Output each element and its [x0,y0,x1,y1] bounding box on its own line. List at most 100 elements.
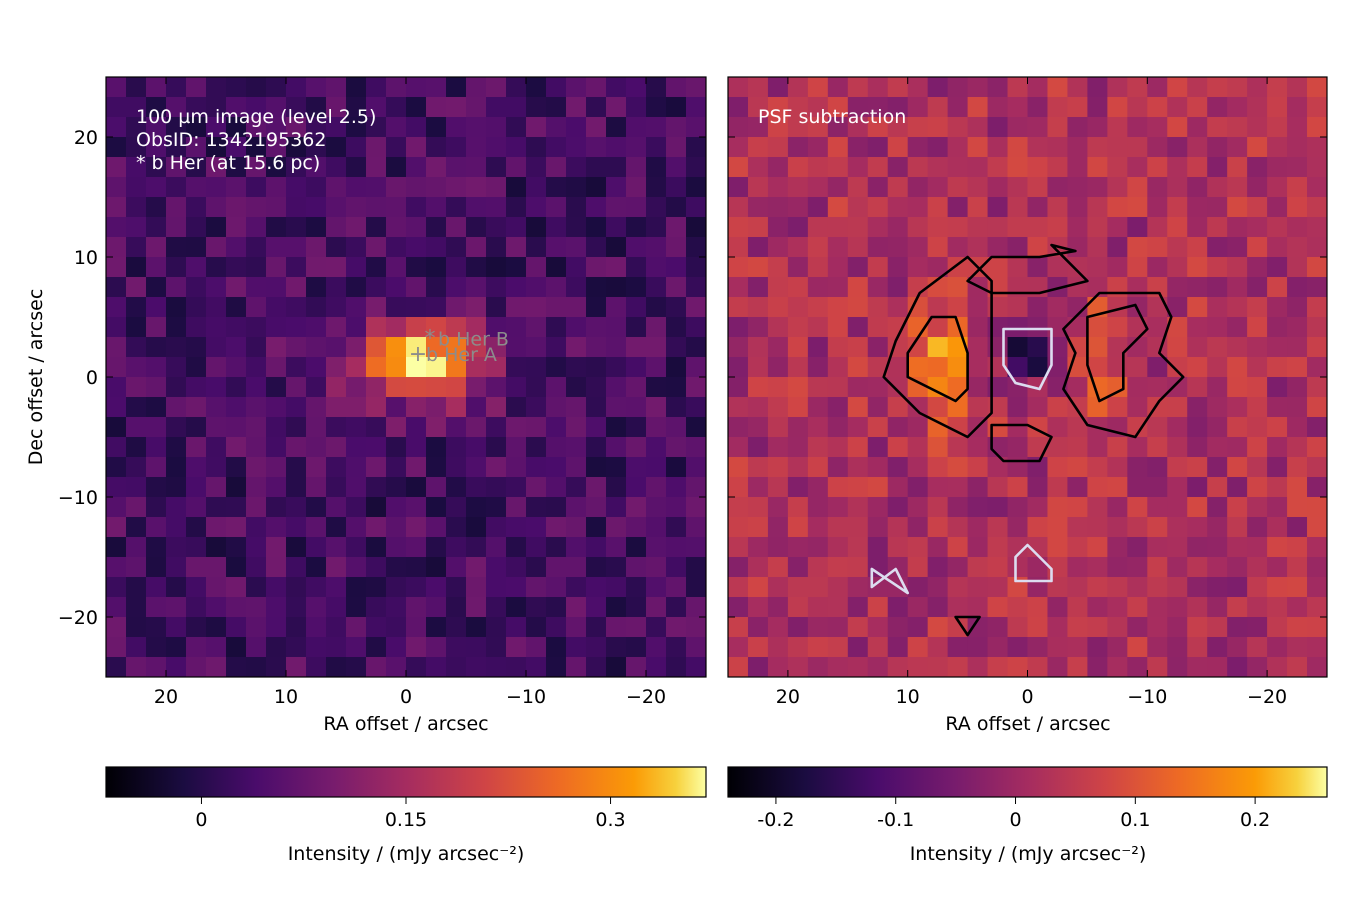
heatmap-cell [426,117,447,138]
heatmap-cell [1107,657,1128,677]
heatmap-cell [186,137,207,158]
heatmap-cell [1227,457,1248,478]
heatmap-cell [666,177,687,198]
heatmap-cell [406,397,427,418]
heatmap-cell [226,157,247,178]
heatmap-cell [1227,237,1248,258]
heatmap-cell [867,317,889,338]
heatmap-cell [506,157,527,178]
heatmap-cell [728,397,749,418]
heatmap-cell [1087,77,1108,98]
heatmap-cell [947,277,969,298]
heatmap-cell [146,297,167,318]
heatmap-cell [506,457,527,478]
heatmap-cell [907,417,929,438]
heatmap-cell [446,557,467,578]
heatmap-cell [1287,97,1308,118]
heatmap-cell [1027,277,1049,298]
heatmap-cell [546,377,567,398]
heatmap-cell [226,577,247,598]
heatmap-cell [847,237,869,258]
heatmap-cell [426,97,447,118]
heatmap-cell [586,497,607,518]
heatmap-cell [847,477,869,498]
heatmap-cell [326,257,347,278]
heatmap-cell [767,537,789,558]
heatmap-cell [386,157,407,178]
heatmap-cell [807,657,829,677]
heatmap-cell [847,497,869,518]
heatmap-cell [426,237,447,258]
heatmap-cell [847,97,869,118]
heatmap-cell [346,257,367,278]
heatmap-cell [626,157,647,178]
heatmap-cell [847,117,869,138]
heatmap-cell [867,597,889,618]
heatmap-cell [887,197,909,218]
heatmap-cell [1047,657,1069,677]
heatmap-cell [306,317,327,338]
heatmap-cell [1127,517,1148,538]
heatmap-cell [646,77,667,98]
star-marker: * [425,326,436,351]
heatmap-cell [728,417,749,438]
heatmap-cell [1047,457,1069,478]
heatmap-cell [646,277,667,298]
heatmap-cell [1147,457,1168,478]
heatmap-cell [166,477,187,498]
heatmap-cell [767,517,789,538]
heatmap-cell [646,237,667,258]
heatmap-cell [887,657,909,677]
heatmap-cell [767,77,789,98]
heatmap-cell [646,297,667,318]
heatmap-cell [146,437,167,458]
heatmap-cell [186,297,207,318]
heatmap-cell [426,317,447,338]
right-contours [870,243,1185,637]
heatmap-cell [626,317,647,338]
heatmap-cell [486,637,507,658]
heatmap-cell [1307,77,1327,98]
heatmap-cell [767,197,789,218]
heatmap-cell [426,337,447,358]
left-annotation-line-3: * b Her (at 15.6 pc) [136,152,320,174]
heatmap-cell [1027,237,1049,258]
heatmap-cell [626,277,647,298]
heatmap-cell [146,397,167,418]
heatmap-cell [206,417,227,438]
heatmap-cell [1247,117,1268,138]
heatmap-cell [987,657,1009,677]
heatmap-cell [887,157,909,178]
heatmap-cell [967,77,989,98]
heatmap-cell [526,137,547,158]
heatmap-cell [1127,177,1148,198]
colorbar-tick-label: 0 [1009,809,1021,831]
heatmap-cell [847,357,869,378]
colorbar-tick-label: -0.1 [877,809,914,831]
heatmap-cell [1227,437,1248,458]
heatmap-cell [1247,237,1268,258]
heatmap-cell [1167,197,1188,218]
heatmap-cell [206,117,227,138]
heatmap-cell [666,97,687,118]
heatmap-cell [1147,637,1168,658]
heatmap-cell [807,297,829,318]
heatmap-cell [847,517,869,538]
heatmap-cell [446,657,467,677]
heatmap-cell [386,137,407,158]
heatmap-cell [266,377,287,398]
heatmap-cell [1227,557,1248,578]
heatmap-cell [206,357,227,378]
heatmap-cell [666,237,687,258]
heatmap-cell [1047,297,1069,318]
heatmap-cell [306,357,327,378]
heatmap-cell [686,257,706,278]
heatmap-cell [947,637,969,658]
heatmap-cell [466,277,487,298]
heatmap-cell [246,177,267,198]
heatmap-cell [1227,77,1248,98]
heatmap-cell [646,317,667,338]
heatmap-cell [747,517,769,538]
heatmap-cell [847,377,869,398]
heatmap-cell [326,277,347,298]
